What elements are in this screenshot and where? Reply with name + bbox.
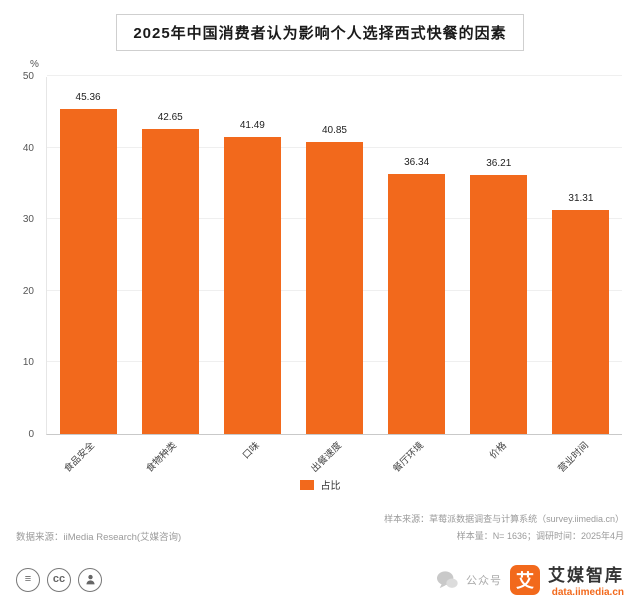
- x-tick-label: 价格: [487, 440, 509, 462]
- legend-swatch: [299, 479, 314, 490]
- bar-column: 36.34: [376, 77, 458, 434]
- bar: [305, 141, 363, 434]
- source-notes: 数据来源：iiMedia Research(艾媒咨询) 样本来源：草莓派数据调查…: [0, 511, 640, 545]
- bar-chart: % 0 10 20 30 40 50 45.36 42.65 41.49 40.85 36.34 3…: [0, 57, 640, 509]
- bar-column: 42.65: [129, 77, 211, 434]
- bar-column: 31.31: [540, 77, 622, 434]
- license-cc-icon: cc: [47, 567, 71, 592]
- x-tick-label: 食品安全: [62, 440, 98, 475]
- person-icon: [85, 575, 95, 585]
- bar: [223, 136, 281, 434]
- plot-area: 45.36 42.65 41.49 40.85 36.34 36.21 31.31: [46, 75, 622, 435]
- bar-value-label: 45.36: [75, 92, 101, 104]
- bar-value-label: 41.49: [239, 119, 265, 131]
- bar-column: 45.36: [47, 77, 129, 434]
- bar: [470, 174, 528, 434]
- bar-value-label: 36.21: [486, 157, 512, 169]
- bar: [388, 173, 446, 434]
- y-tick-label: 30: [22, 214, 34, 226]
- sample-source-note: 样本来源：草莓派数据调查与计算系统（survey.iimedia.cn）: [384, 514, 624, 524]
- bar-value-label: 31.31: [568, 192, 594, 204]
- bar-column: 36.21: [458, 77, 540, 434]
- x-tick-label: 食物种类: [144, 440, 180, 475]
- license-by-icon: [78, 567, 102, 592]
- gridline: [47, 75, 622, 76]
- brand-name: 艾媒智库: [548, 566, 624, 586]
- license-cc-glyph: cc: [52, 573, 66, 586]
- bars: 45.36 42.65 41.49 40.85 36.34 36.21 31.31: [47, 77, 622, 434]
- x-tick-label: 营业时间: [556, 440, 591, 475]
- data-source-note: 数据来源：iiMedia Research(艾媒咨询): [16, 532, 182, 544]
- brand-bar: ≡ cc 公众号 艾 艾媒智库 data.iimedia.cn: [0, 561, 640, 598]
- bar: [59, 109, 117, 434]
- y-tick-label: 0: [28, 429, 34, 440]
- sample-info-note: 样本量：N= 1636；调研时间：2025年4月: [456, 531, 624, 542]
- bar-value-label: 42.65: [157, 111, 183, 123]
- legend: 占比: [0, 477, 640, 492]
- x-tick-label: 餐厅环境: [391, 440, 427, 475]
- bar: [141, 128, 199, 434]
- y-tick-label: 10: [22, 357, 34, 369]
- license-nd-glyph: ≡: [24, 573, 32, 586]
- wechat-icon: [437, 571, 458, 588]
- brand-logo: 艾: [510, 564, 540, 595]
- y-tick-label: 40: [22, 142, 34, 154]
- brand-url: data.iimedia.cn: [551, 587, 624, 599]
- bar-column: 41.49: [211, 77, 293, 434]
- bar-value-label: 40.85: [321, 124, 347, 136]
- wechat-account-label: 公众号: [466, 574, 502, 587]
- legend-label: 占比: [320, 481, 341, 492]
- bar-value-label: 36.34: [404, 156, 430, 168]
- chart-title: 2025年中国消费者认为影响个人选择西式快餐的因素: [116, 14, 524, 51]
- license-nd-icon: ≡: [16, 567, 40, 592]
- y-tick-label: 20: [22, 285, 34, 297]
- y-axis: 0 10 20 30 40 50: [0, 71, 42, 440]
- y-axis-unit-label: %: [30, 59, 39, 70]
- x-tick-label: 出餐速度: [309, 440, 344, 475]
- y-tick-label: 50: [22, 71, 34, 82]
- x-tick-label: 口味: [240, 440, 262, 462]
- brand-logo-glyph: 艾: [516, 570, 534, 591]
- bar-column: 40.85: [293, 77, 375, 434]
- bar: [552, 209, 610, 434]
